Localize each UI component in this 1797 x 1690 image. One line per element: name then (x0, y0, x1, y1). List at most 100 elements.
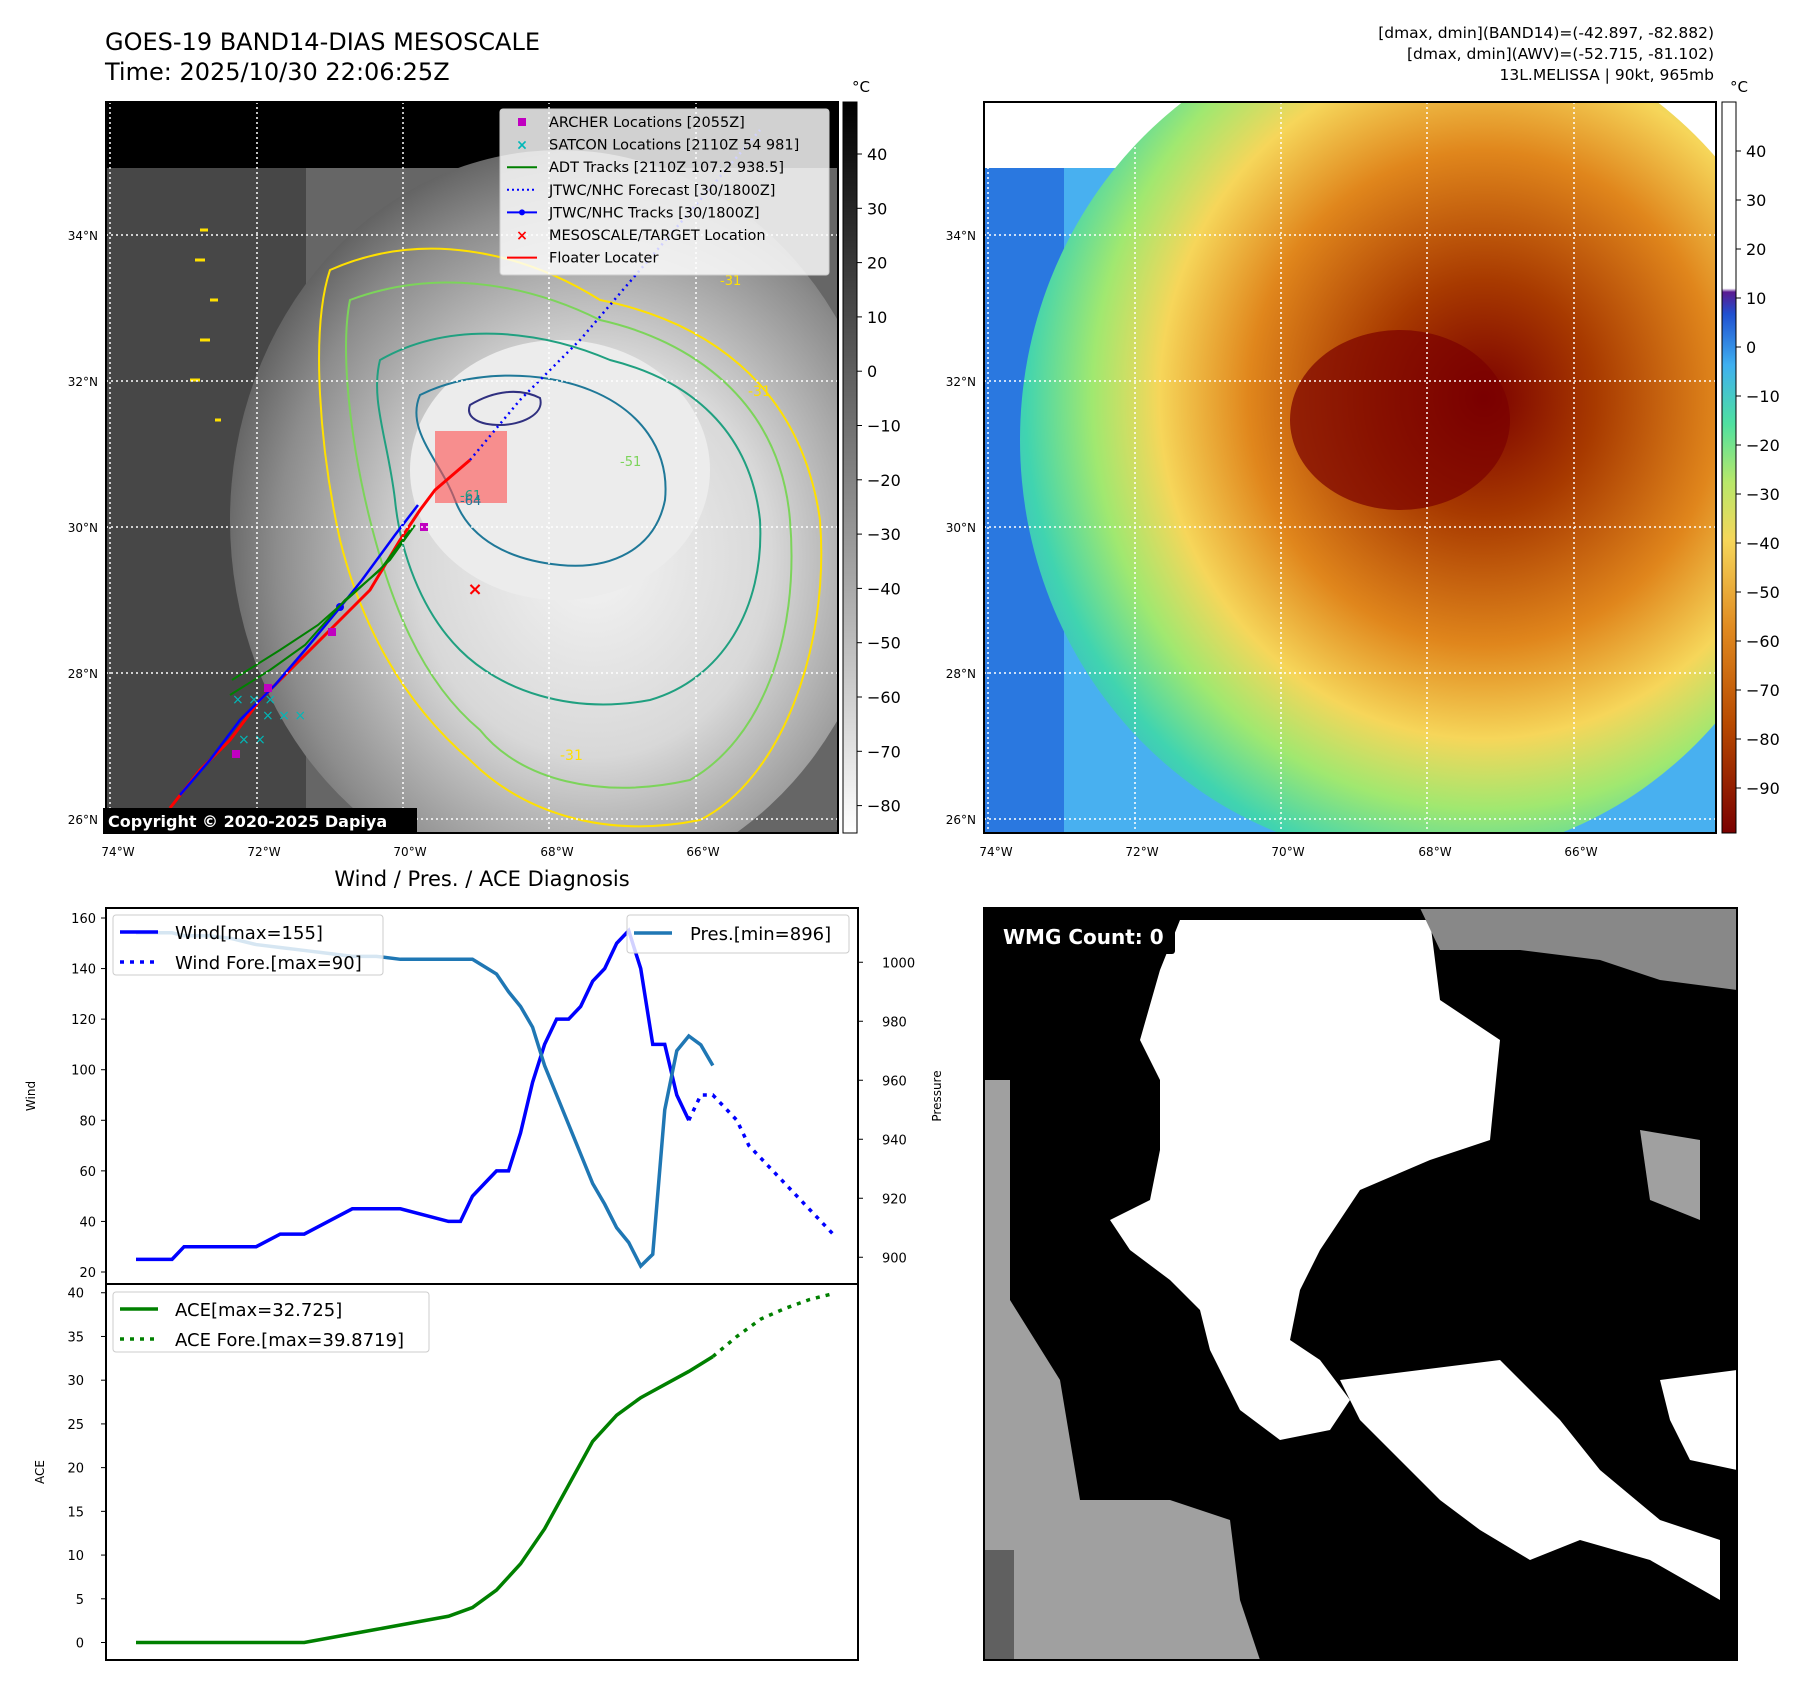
wind-ytick-label: 120 (71, 1013, 96, 1028)
lat-label: 28°N (68, 667, 98, 681)
map2-lon-labels: 74°W 72°W 70°W 68°W 66°W (979, 845, 1597, 859)
awv-range: [dmax, dmin](AWV)=(-52.715, -81.102) (1407, 45, 1714, 63)
wmg-panel: WMG Count: 0 (983, 907, 1738, 1661)
lat-label: 26°N (946, 813, 976, 827)
series-line-1 (687, 1093, 835, 1236)
colorbar-tick-label: 40 (867, 145, 887, 164)
pressure-ytick-label: 980 (882, 1015, 907, 1030)
legend-ace: ACE[max=32.725] (175, 1300, 342, 1321)
colorbar-tick-label: −80 (1746, 730, 1780, 749)
lon-label: 68°W (1418, 845, 1451, 859)
colorbar-tick-label: −60 (867, 688, 901, 707)
ace-series-line-0 (136, 1355, 714, 1645)
lat-label: 26°N (68, 813, 98, 827)
ace-ytick-label: 0 (76, 1637, 84, 1652)
floater-locater-track (168, 458, 471, 809)
floater-box (435, 431, 507, 503)
wind-legend: Wind[max=155] Wind Fore.[max=90] Pres.[m… (112, 914, 850, 976)
copyright-badge: Copyright © 2020-2025 Dapiya (103, 808, 417, 834)
wind-ytick-label: 60 (79, 1165, 96, 1180)
lat-label: 34°N (946, 229, 976, 243)
ace-legend: ACE[max=32.725] ACE Fore.[max=39.8719] (112, 1291, 430, 1353)
legend-label: ADT Tracks [2110Z 107.2 938.5] (549, 160, 784, 176)
contour-navy (468, 390, 542, 427)
colorbar-unit: °C (1730, 78, 1748, 96)
ace-ytick-label: 40 (67, 1287, 84, 1302)
ace-ytick-label: 35 (67, 1330, 84, 1345)
colorbar-tick-label: 20 (867, 254, 887, 273)
colorbar-tick-label: −30 (867, 525, 901, 544)
contour-light-green (345, 281, 793, 789)
lon-label: 72°W (1125, 845, 1158, 859)
figure-title: GOES-19 BAND14-DIAS MESOSCALE (105, 28, 540, 56)
color-colorbar: °C 40 30 20 10 0 −10 −20 −30 −40 −50 −60 −70 −80 −90 (1721, 78, 1780, 834)
wind-ytick-label: 80 (79, 1114, 96, 1129)
ace-ytick-label: 10 (67, 1549, 84, 1564)
contour-label: -31 (748, 384, 771, 400)
colorbar-tick-label: −10 (1746, 387, 1780, 406)
ace-ytick-label: 5 (76, 1593, 84, 1608)
colorbar-tick-label: 40 (1746, 142, 1766, 161)
lon-label: 66°W (1564, 845, 1597, 859)
satcon-marker: × × (238, 732, 266, 748)
lat-label: 34°N (68, 229, 98, 243)
legend-label: ARCHER Locations [2055Z] (549, 115, 745, 131)
color-map-panel (984, 102, 1716, 833)
wmg-region-gray (1640, 1130, 1700, 1220)
copyright-text: Copyright © 2020-2025 Dapiya (108, 812, 387, 831)
wind-ytick-label: 20 (79, 1266, 96, 1281)
colorbar-tick-label: −40 (1746, 534, 1780, 553)
archer-location (420, 523, 428, 531)
satcon-marker: × × × (232, 692, 276, 708)
lat-label: 32°N (946, 375, 976, 389)
map-legend: ARCHER Locations [2055Z] × SATCON Location… (499, 108, 830, 276)
central-dense-overcast (410, 340, 710, 600)
legend-label: Floater Locater (549, 251, 658, 267)
colorbar-tick-label: 20 (1746, 240, 1766, 259)
contour-teal (376, 332, 762, 706)
pressure-ylabel: Pressure (930, 1070, 944, 1121)
lon-label: 70°W (1271, 845, 1304, 859)
legend-wind-fore: Wind Fore.[max=90] (175, 953, 362, 974)
colorbar-tick-label: −90 (1746, 779, 1780, 798)
wmg-region-white (1660, 1370, 1737, 1470)
colorbar-tick-label: 10 (1746, 289, 1766, 308)
wmg-region-gray (1420, 908, 1737, 990)
wmg-region-darkgray (984, 1550, 1014, 1660)
map2-gridlines (984, 102, 1716, 833)
ace-series-line-1 (711, 1291, 834, 1358)
ace-ytick-label: 15 (67, 1505, 84, 1520)
contour-label: -31 (560, 748, 583, 764)
legend-ace-fore: ACE Fore.[max=39.8719] (175, 1330, 404, 1351)
map2-frame (983, 101, 1717, 834)
legend-marker (518, 118, 526, 126)
wmg-count-label: WMG Count: 0 (1003, 925, 1164, 949)
lon-label: 66°W (686, 845, 719, 859)
colorbar-tick-label: −10 (867, 417, 901, 436)
colorbar-tick-label: 30 (1746, 191, 1766, 210)
pressure-ytick-label: 960 (882, 1074, 907, 1089)
ir-cold-core (1290, 330, 1510, 510)
satcon-marker: × × × (262, 708, 306, 724)
jtwc-nhc-track (179, 504, 419, 796)
lon-label: 74°W (979, 845, 1012, 859)
colorbar-tick-label: −20 (1746, 436, 1780, 455)
storm-info: 13L.MELISSA | 90kt, 965mb (1500, 66, 1714, 84)
wmg-region-white (1340, 1360, 1720, 1600)
chart-title: Wind / Pres. / ACE Diagnosis (334, 867, 629, 891)
colorbar-tick-label: 0 (867, 362, 877, 381)
lon-label: 70°W (393, 845, 426, 859)
ace-ytick-label: 25 (67, 1418, 84, 1433)
lat-label: 30°N (68, 521, 98, 535)
ace-ytick-label: 30 (67, 1374, 84, 1389)
figure-time: Time: 2025/10/30 22:06:25Z (104, 58, 450, 86)
colorbar-unit: °C (852, 78, 870, 96)
target-marker: × (467, 579, 482, 600)
lat-label: 30°N (946, 521, 976, 535)
legend-marker: × (516, 228, 528, 244)
map1-lat-labels: 34°N 32°N 30°N 28°N 26°N (68, 229, 98, 827)
wind-ytick-label: 160 (71, 912, 96, 927)
archer-location (264, 684, 272, 692)
colorbar-tick-label: −80 (867, 797, 901, 816)
